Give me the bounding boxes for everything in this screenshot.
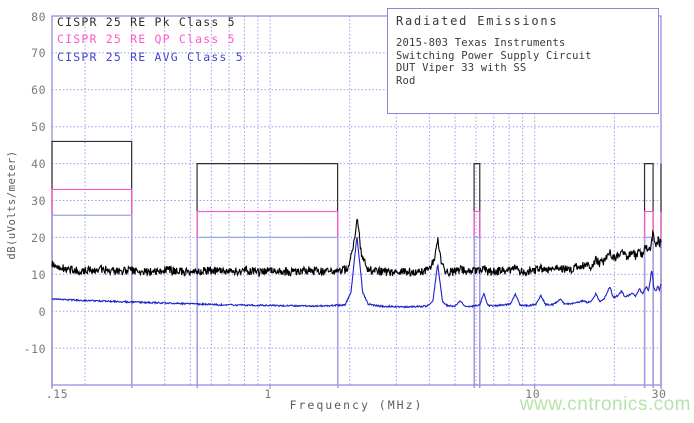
test-info-line: DUT Viper 33 with SS bbox=[396, 62, 527, 74]
test-info-line: 2015-803 Texas Instruments bbox=[396, 37, 566, 49]
legend-entry-pk: CISPR 25 RE Pk Class 5 bbox=[57, 15, 236, 29]
legend-entry-qp: CISPR 25 RE QP Class 5 bbox=[57, 32, 236, 47]
x-axis-title: Frequency (MHz) bbox=[289, 398, 424, 412]
y-tick-label: 30 bbox=[31, 194, 46, 208]
y-tick-label: 70 bbox=[31, 46, 46, 61]
y-tick-label: 80 bbox=[31, 9, 46, 24]
legend-entry-avg: CISPR 25 RE AVG Class 5 bbox=[57, 49, 244, 64]
qp-limit-line bbox=[51, 188, 662, 388]
limit-legend: CISPR 25 RE Pk Class 5 CISPR 25 RE QP Cl… bbox=[57, 14, 244, 66]
test-info-title: Radiated Emissions bbox=[396, 14, 559, 28]
avg_trace bbox=[51, 236, 662, 309]
x-tick-label: .15 bbox=[45, 387, 69, 401]
pk_trace bbox=[51, 218, 662, 279]
y-tick-label: -10 bbox=[23, 341, 46, 356]
watermark: www.cntronics.com bbox=[519, 394, 691, 415]
x-tick-label: 30 bbox=[651, 387, 667, 401]
x-tick-label: 1 bbox=[264, 387, 272, 401]
y-tick-label: 50 bbox=[31, 120, 46, 135]
test-info-line: Switching Power Supply Circuit bbox=[396, 49, 592, 62]
y-tick-label: 10 bbox=[31, 267, 46, 282]
y-tick-label: 20 bbox=[31, 230, 46, 245]
test-info-box: Radiated Emissions 2015-803 Texas Instru… bbox=[387, 8, 659, 114]
y-tick-label: 0 bbox=[38, 304, 46, 319]
pk-limit-line bbox=[51, 140, 662, 388]
x-tick-label: 10 bbox=[525, 387, 541, 401]
test-info-line: Rod bbox=[396, 74, 416, 87]
y-tick-label: 40 bbox=[31, 157, 46, 172]
y-tick-label: 60 bbox=[31, 83, 46, 98]
avg-limit-line bbox=[51, 214, 662, 388]
